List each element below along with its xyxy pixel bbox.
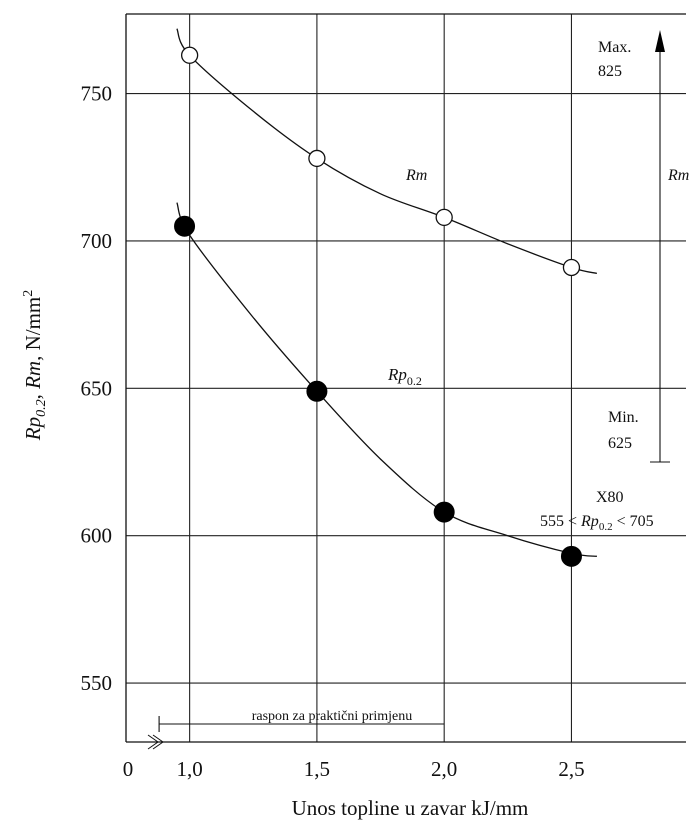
x-tick-label: 1,0 xyxy=(177,757,203,781)
rp-data-point xyxy=(433,501,455,523)
rp-curve-label: Rp0.2 xyxy=(387,365,422,388)
rm-range-arrowhead xyxy=(655,30,665,52)
axis-break-mark xyxy=(152,734,164,750)
rm-data-point xyxy=(308,149,326,168)
max-label: Max. xyxy=(598,39,631,56)
x-tick-label: 2,0 xyxy=(431,757,457,781)
grade-range-label: 555 < Rp0.2 < 705 xyxy=(540,513,654,533)
axis-break-mark xyxy=(147,734,159,750)
y-tick-label: 600 xyxy=(81,524,113,548)
tick-labels: 1,0 1,5 2,0 2,5 550 600 650 700 750 xyxy=(81,82,585,781)
annotation-layer xyxy=(158,30,670,732)
rm-data-point xyxy=(435,208,453,227)
practical-range-label: raspon za praktični primjenu xyxy=(252,709,413,724)
y-tick-label: 750 xyxy=(81,82,113,106)
rp-data-point xyxy=(174,215,196,237)
plot-frame xyxy=(125,13,686,750)
min-label: Min. xyxy=(608,409,639,426)
x-tick-label: 1,5 xyxy=(304,757,330,781)
grid-layer xyxy=(126,14,686,742)
rm-range-label: Rm xyxy=(667,167,689,184)
y-tick-label: 650 xyxy=(81,376,113,400)
rp-series-line xyxy=(176,202,597,557)
x-origin-label: 0 xyxy=(123,757,134,781)
x-axis-title: Unos topline u zavar kJ/mm xyxy=(292,796,529,820)
y-tick-label: 700 xyxy=(81,229,113,253)
y-axis-title: Rp0.2, Rm, N/mm2 xyxy=(21,290,49,442)
max-value: 825 xyxy=(598,63,622,80)
min-value: 625 xyxy=(608,435,632,452)
x-tick-label: 2,5 xyxy=(558,757,584,781)
y-tick-label: 550 xyxy=(81,671,113,695)
series-layer xyxy=(174,28,598,567)
grade-label: X80 xyxy=(596,489,624,506)
rm-curve-label: Rm xyxy=(405,167,427,184)
rm-data-point xyxy=(180,46,199,64)
rp-data-point xyxy=(306,380,328,402)
rm-data-point xyxy=(562,258,581,277)
rp-data-point xyxy=(560,545,582,567)
rm-series-line xyxy=(176,28,598,275)
